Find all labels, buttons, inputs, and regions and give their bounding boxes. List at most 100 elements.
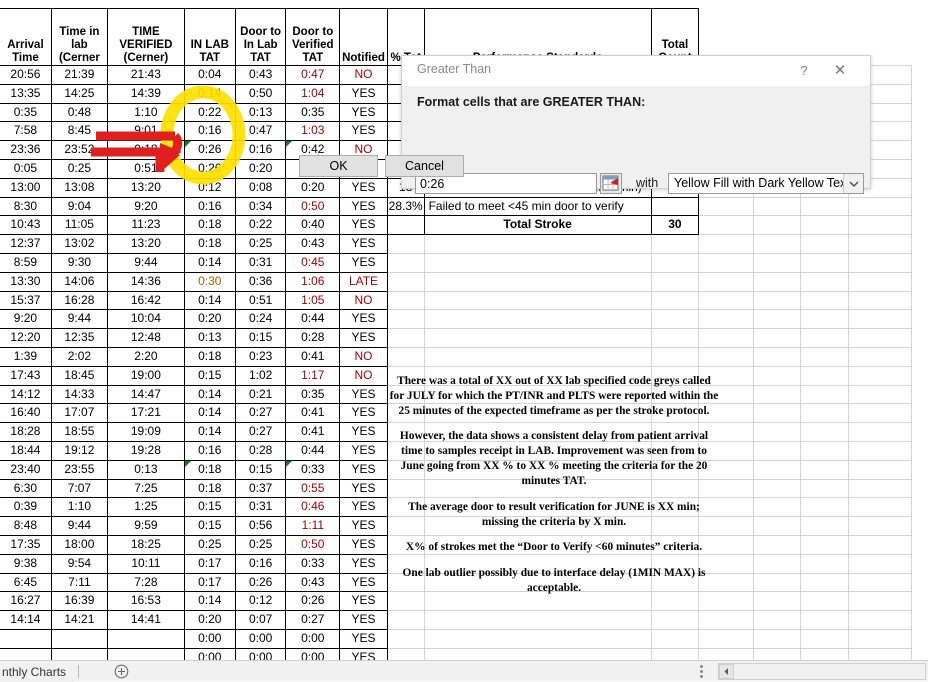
cell-in-lab-tat[interactable]: 0:15 [183, 497, 236, 518]
cell-door-to-verified-tat[interactable]: 0:47 [285, 65, 341, 85]
drag-handle-dots[interactable] [700, 665, 703, 678]
cell-percent-total[interactable] [386, 290, 425, 311]
cell-arrival-time[interactable]: 6:30 [0, 478, 52, 499]
cell-door-to-verified-tat[interactable]: 0:33 [285, 553, 341, 574]
cell-time-verified[interactable]: 17:21 [107, 403, 185, 424]
cell-arrival-time[interactable]: 13:30 [0, 271, 52, 292]
cell-door-to-in-lab-tat[interactable]: 0:34 [234, 196, 287, 217]
cell-in-lab-tat[interactable]: 0:18 [183, 215, 236, 236]
cell-extra-2[interactable] [753, 572, 802, 593]
cell-performance-standard[interactable] [423, 553, 652, 574]
cell-performance-standard[interactable] [423, 271, 652, 292]
cell-arrival-time[interactable]: 17:35 [0, 534, 52, 555]
cancel-button[interactable]: Cancel [385, 155, 464, 177]
cell-arrival-time[interactable]: 20:56 [0, 65, 52, 85]
cell-time-verified[interactable]: 9:59 [107, 516, 185, 536]
cell-percent-total[interactable] [386, 591, 425, 612]
cell-percent-total[interactable] [386, 234, 425, 254]
cell-extra-4[interactable] [847, 215, 913, 236]
cell-extra-2[interactable] [753, 365, 802, 386]
cell-door-to-in-lab-tat[interactable]: 0:20 [234, 158, 287, 179]
cell-time-in-lab[interactable]: 9:54 [50, 553, 109, 574]
cell-arrival-time[interactable]: 8:59 [0, 252, 52, 273]
cell-in-lab-tat[interactable]: 0:00 [183, 628, 236, 649]
cell-time-verified[interactable]: 16:53 [107, 591, 185, 612]
cell-door-to-verified-tat[interactable]: 0:43 [285, 234, 341, 254]
cell-arrival-time[interactable]: 8:30 [0, 196, 52, 217]
cell-extra-2[interactable] [753, 422, 802, 442]
cell-total-count[interactable] [650, 553, 700, 574]
cell-notified[interactable]: YES [339, 534, 388, 555]
cell-total-count[interactable] [650, 384, 700, 405]
cell-time-verified[interactable]: 9:20 [107, 196, 185, 217]
cell-extra-4[interactable] [847, 309, 913, 330]
cell-door-to-verified-tat[interactable]: 1:03 [285, 121, 341, 142]
cell-time-verified[interactable]: 2:20 [107, 346, 185, 367]
cell-arrival-time[interactable]: 10:43 [0, 215, 52, 236]
cell-notified[interactable]: YES [339, 572, 388, 593]
table-row[interactable]: 0:00 0:00 0:00 YES [0, 628, 913, 649]
cell-arrival-time[interactable]: 13:00 [0, 177, 52, 198]
cell-arrival-time[interactable]: 15:37 [0, 290, 52, 311]
cell-time-in-lab[interactable] [50, 628, 109, 649]
cell-in-lab-tat[interactable]: 0:14 [183, 384, 236, 405]
cell-extra-4[interactable] [847, 403, 913, 424]
cell-notified[interactable]: YES [339, 422, 388, 442]
cell-time-verified[interactable]: 0:13 [107, 459, 185, 480]
cell-in-lab-tat[interactable]: 0:14 [183, 252, 236, 273]
cell-time-in-lab[interactable]: 8:45 [50, 121, 109, 142]
cell-in-lab-tat[interactable]: 0:15 [183, 516, 236, 536]
cell-extra-3[interactable] [800, 252, 849, 273]
cell-performance-standard[interactable] [423, 384, 652, 405]
cell-extra-4[interactable] [847, 365, 913, 386]
cell-door-to-verified-tat[interactable]: 0:33 [285, 459, 341, 480]
cell-door-to-verified-tat[interactable]: 0:45 [285, 252, 341, 273]
cell-extra-2[interactable] [753, 271, 802, 292]
range-picker-icon[interactable] [600, 173, 622, 194]
cell-in-lab-tat[interactable]: 0:26 [183, 140, 236, 160]
cell-time-in-lab[interactable]: 7:11 [50, 572, 109, 593]
cell-total-count[interactable] [650, 572, 700, 593]
cell-extra-4[interactable] [847, 290, 913, 311]
cell-door-to-in-lab-tat[interactable]: 0:27 [234, 422, 287, 442]
cell-extra-3[interactable] [800, 497, 849, 518]
cell-notified[interactable]: YES [339, 459, 388, 480]
cell-percent-total[interactable]: 28.3% [386, 196, 425, 217]
cell-total-count[interactable] [650, 309, 700, 330]
cell-in-lab-tat[interactable]: 0:17 [183, 572, 236, 593]
cell-arrival-time[interactable] [0, 628, 52, 649]
cell-door-to-in-lab-tat[interactable]: 0:37 [234, 478, 287, 499]
cell-extra-1[interactable] [698, 403, 755, 424]
cell-extra-4[interactable] [847, 328, 913, 348]
cell-in-lab-tat[interactable]: 0:18 [183, 346, 236, 367]
cell-time-verified[interactable]: 10:11 [107, 553, 185, 574]
cell-percent-total[interactable] [386, 628, 425, 649]
cell-door-to-verified-tat[interactable]: 1:05 [285, 290, 341, 311]
cell-door-to-in-lab-tat[interactable]: 0:31 [234, 252, 287, 273]
cell-performance-standard[interactable] [423, 440, 652, 461]
cell-door-to-verified-tat[interactable]: 1:06 [285, 271, 341, 292]
cell-extra-4[interactable] [847, 234, 913, 254]
cell-time-in-lab[interactable]: 18:00 [50, 534, 109, 555]
cell-door-to-verified-tat[interactable]: 0:00 [285, 647, 341, 660]
cell-time-in-lab[interactable]: 21:39 [50, 65, 109, 85]
cell-notified[interactable]: YES [339, 628, 388, 649]
cell-extra-1[interactable] [698, 328, 755, 348]
cell-percent-total[interactable] [386, 610, 425, 630]
cell-extra-1[interactable] [698, 628, 755, 649]
format-style-select[interactable]: Yellow Fill with Dark Yellow Text [668, 173, 864, 194]
cell-extra-2[interactable] [753, 252, 802, 273]
cell-in-lab-tat[interactable]: 0:14 [183, 290, 236, 311]
cell-performance-standard[interactable] [423, 252, 652, 273]
cell-extra-4[interactable] [847, 384, 913, 405]
cell-time-verified[interactable]: 13:20 [107, 234, 185, 254]
cell-arrival-time[interactable]: 12:37 [0, 234, 52, 254]
cell-in-lab-tat[interactable]: 0:30 [183, 271, 236, 292]
cell-in-lab-tat[interactable]: 0:16 [183, 440, 236, 461]
cell-extra-2[interactable] [753, 553, 802, 574]
cell-extra-3[interactable] [800, 196, 849, 217]
cell-notified[interactable]: YES [339, 121, 388, 142]
cell-extra-2[interactable] [753, 534, 802, 555]
